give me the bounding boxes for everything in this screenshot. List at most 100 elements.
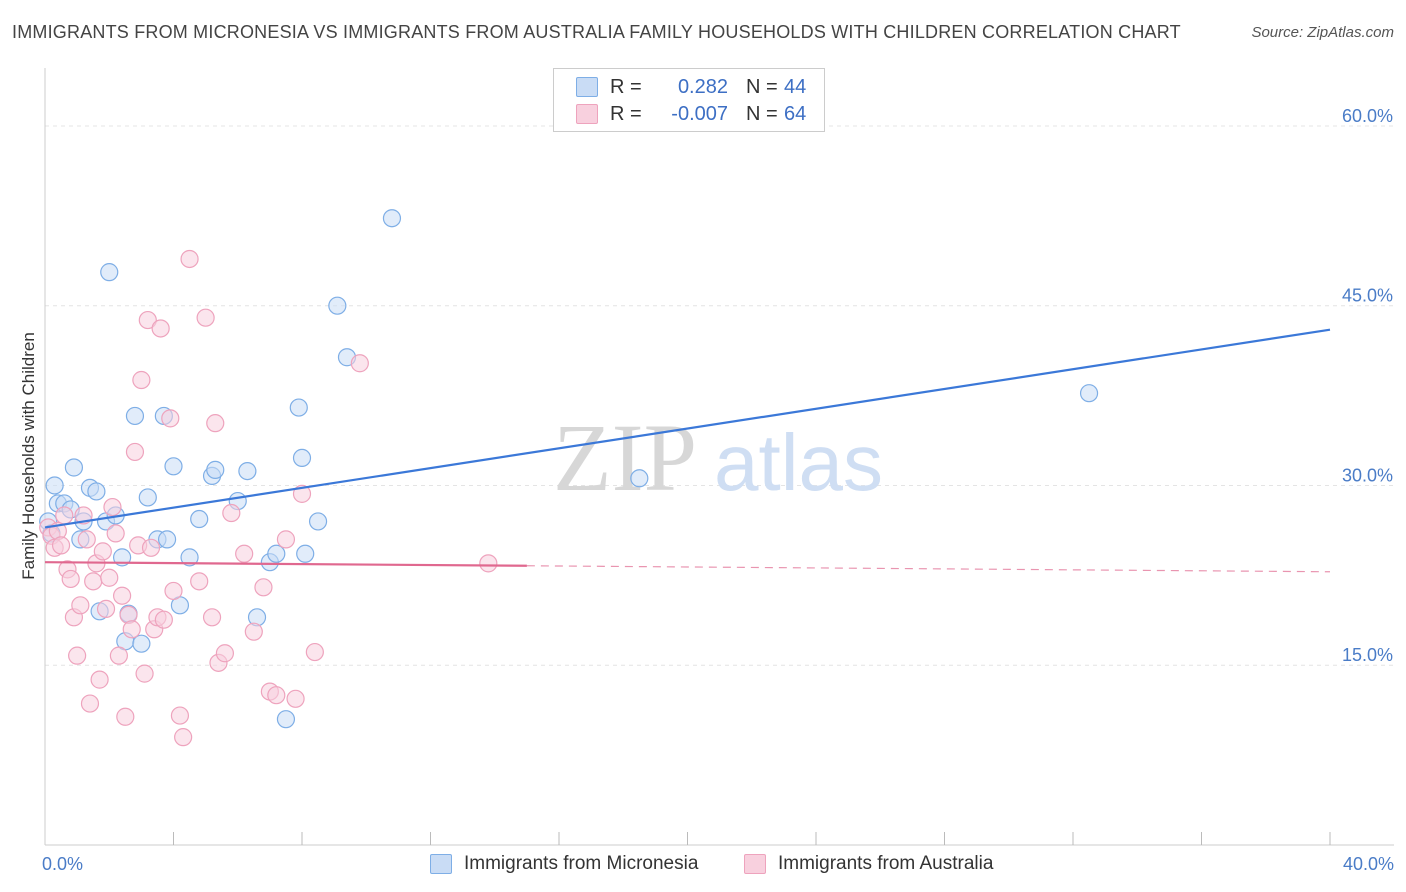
trend-line-australia xyxy=(44,561,527,567)
legend-label-micronesia: Immigrants from Micronesia xyxy=(464,853,699,874)
r-label: R = xyxy=(610,75,642,98)
point-micronesia xyxy=(292,448,312,468)
point-micronesia xyxy=(190,509,209,529)
y-tick-label: 60.0% xyxy=(1342,106,1393,126)
watermark-zip: ZIP xyxy=(553,404,697,511)
point-australia xyxy=(74,506,93,525)
point-australia xyxy=(61,569,80,589)
point-micronesia xyxy=(630,469,649,488)
point-australia xyxy=(170,706,190,725)
point-australia xyxy=(276,530,296,549)
n-value: 44 xyxy=(784,75,807,98)
point-australia xyxy=(96,599,116,619)
point-micronesia xyxy=(238,461,257,481)
legend-swatch-micronesia xyxy=(430,854,452,874)
point-australia xyxy=(90,670,109,689)
point-australia xyxy=(132,370,151,390)
point-micronesia xyxy=(164,457,183,476)
point-australia xyxy=(68,646,87,665)
point-micronesia xyxy=(64,458,84,477)
trend-line-australia-extension xyxy=(526,565,1331,573)
x-tick-label: 0.0% xyxy=(42,854,83,874)
n-label: N = xyxy=(746,102,778,125)
point-australia xyxy=(80,694,100,713)
y-tick-label: 15.0% xyxy=(1342,645,1393,665)
point-micronesia xyxy=(100,263,119,282)
point-australia xyxy=(180,249,199,269)
point-australia xyxy=(222,503,241,523)
point-micronesia xyxy=(157,530,177,549)
r-value: -0.007 xyxy=(671,102,728,125)
point-micronesia xyxy=(382,209,402,228)
x-tick-labels: 0.0% 40.0% xyxy=(42,854,1394,874)
point-micronesia xyxy=(308,512,328,531)
watermark-atlas: atlas xyxy=(714,418,883,507)
point-australia xyxy=(305,642,324,662)
point-australia xyxy=(116,707,135,726)
point-micronesia xyxy=(267,544,286,563)
legend-item-micronesia[interactable]: Immigrants from Micronesia xyxy=(430,852,698,876)
n-value: 64 xyxy=(784,102,807,125)
y-tick-label: 45.0% xyxy=(1342,286,1393,306)
point-australia xyxy=(138,310,157,330)
point-australia xyxy=(103,497,122,517)
legend-label-australia: Immigrants from Australia xyxy=(778,853,994,874)
point-australia xyxy=(112,586,132,605)
point-micronesia xyxy=(289,398,308,417)
point-micronesia xyxy=(132,634,151,653)
point-micronesia xyxy=(138,488,157,507)
chart-title: IMMIGRANTS FROM MICRONESIA VS IMMIGRANTS… xyxy=(12,22,1181,42)
point-australia xyxy=(164,581,183,601)
point-australia xyxy=(51,536,71,555)
point-australia xyxy=(141,538,161,557)
point-micronesia xyxy=(276,710,296,729)
point-australia xyxy=(190,572,209,591)
point-australia xyxy=(93,542,112,561)
point-australia xyxy=(100,568,119,587)
point-australia xyxy=(77,530,96,549)
point-australia xyxy=(254,578,273,597)
point-australia xyxy=(350,354,369,373)
y-axis-label: Family Households with Children xyxy=(19,332,38,580)
point-australia xyxy=(286,689,305,708)
source-credit: Source: ZipAtlas.com xyxy=(1251,24,1394,41)
point-micronesia xyxy=(206,460,225,479)
n-label: N = xyxy=(746,75,778,98)
point-australia xyxy=(244,622,263,641)
point-australia xyxy=(106,524,125,543)
legend-swatch-australia xyxy=(744,854,766,874)
y-tick-label: 30.0% xyxy=(1342,465,1393,485)
point-australia xyxy=(174,728,193,747)
watermark: ZIP atlas xyxy=(553,404,883,511)
point-australia xyxy=(125,442,145,462)
swatch-micronesia xyxy=(576,77,598,97)
point-australia xyxy=(71,596,90,615)
legend-item-australia[interactable]: Immigrants from Australia xyxy=(744,852,993,876)
grid-lines xyxy=(45,125,1394,666)
point-australia xyxy=(202,608,222,627)
correlation-legend: R = 0.282 N = 44 R = -0.007 N = 64 xyxy=(553,68,825,132)
x-tick-label: 40.0% xyxy=(1343,854,1394,874)
data-points xyxy=(39,209,1099,747)
point-australia xyxy=(122,620,141,639)
point-micronesia xyxy=(1079,384,1099,403)
y-tick-labels: 15.0% 30.0% 45.0% 60.0% xyxy=(1342,106,1393,665)
point-australia xyxy=(196,308,215,327)
point-micronesia xyxy=(125,406,145,426)
point-micronesia xyxy=(328,296,347,315)
trend-lines xyxy=(44,328,1331,573)
r-label: R = xyxy=(610,102,642,125)
point-australia xyxy=(479,554,498,573)
point-australia xyxy=(154,610,173,629)
point-australia xyxy=(109,646,128,665)
axes xyxy=(44,68,1394,846)
point-micronesia xyxy=(87,482,106,501)
point-micronesia xyxy=(45,476,64,495)
legend-row-australia: R = -0.007 N = 64 xyxy=(576,101,806,127)
point-australia xyxy=(55,506,74,525)
x-tick-marks xyxy=(173,832,1331,845)
point-australia xyxy=(135,664,154,683)
point-australia xyxy=(215,644,234,663)
point-australia xyxy=(84,572,103,591)
